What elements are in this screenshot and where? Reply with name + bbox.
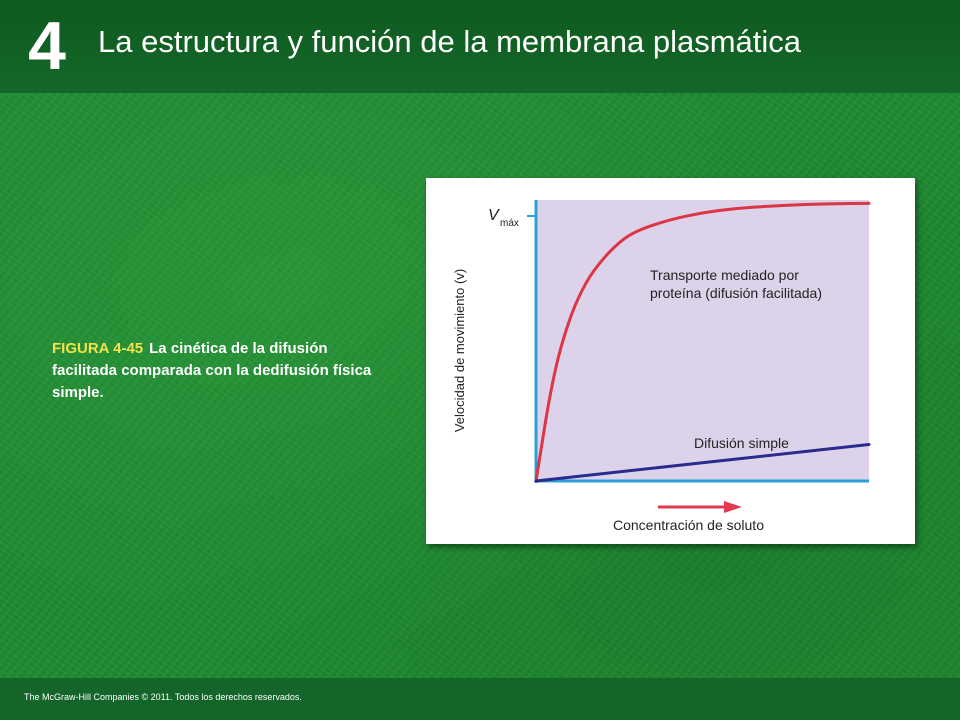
figure-label: FIGURA 4-45 [52,340,144,357]
series-line-2 [534,442,871,483]
figure-caption: FIGURA 4-45 La cinética de la difusión fa… [52,338,392,404]
x-direction-arrow-head [724,501,742,513]
y-axis-label: Velocidad de movimiento (v) [452,269,467,432]
copyright-notice: The McGraw-Hill Companies © 2011. Todos … [24,692,302,702]
slide-header: 4 La estructura y función de la membrana… [0,0,960,93]
figure-caption-text: La cinética de la difusión facilitada co… [52,340,372,401]
plot-area [536,200,869,481]
chapter-number: 4 [28,8,66,84]
series-line-1 [534,201,871,483]
slide-footer: The McGraw-Hill Companies © 2011. Todos … [0,678,960,720]
series-label-1: proteína (difusión facilitada) [650,285,822,301]
vmax-label-subscript: máx [500,218,519,229]
series-label-1: Transporte mediado por [650,267,799,283]
series-label-2: Difusión simple [694,435,789,451]
x-axis-label: Concentración de soluto [613,517,764,533]
vmax-label: V [488,207,500,224]
slide-title: La estructura y función de la membrana p… [98,24,802,59]
